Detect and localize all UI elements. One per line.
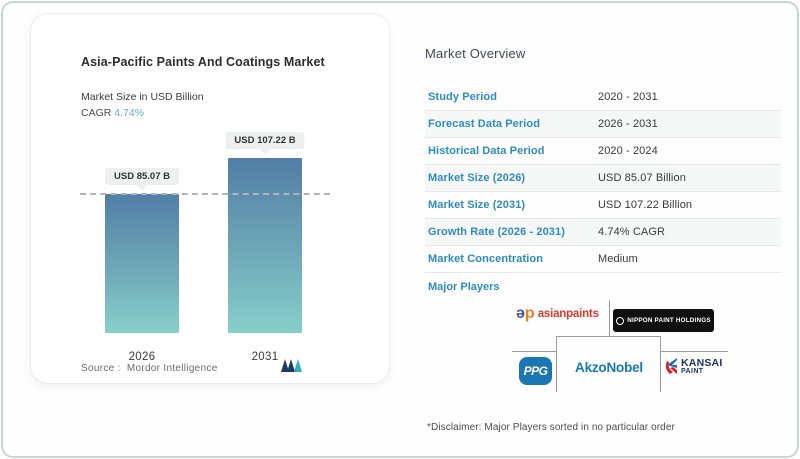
nippon-circle-icon [616,316,625,325]
table-row: Study Period 2020 - 2031 [425,84,781,111]
row-value: 2026 - 2031 [598,118,658,130]
kansai-wordmark: KANSAI [681,356,723,369]
chart-title: Asia-Pacific Paints And Coatings Market [81,55,325,69]
chart-card: Asia-Pacific Paints And Coatings Market … [30,13,390,384]
akzonobel-logo: AkzoNobel [575,360,643,375]
row-value: USD 85.07 Billion [598,172,686,184]
table-row: Growth Rate (2026 - 2031) 4.74% CAGR [425,219,781,246]
players-divider-left [512,351,556,352]
ppg-logo: PPG [519,357,552,385]
major-players-label: Major Players [428,281,500,293]
players-divider-top [609,300,610,336]
x-axis-label-2031: 2031 [251,351,279,363]
source-label: Source : [81,363,121,374]
kansai-k-icon [665,358,677,374]
row-label: Market Concentration [428,253,544,265]
players-center-cell-border [556,336,661,392]
table-row: Forecast Data Period 2026 - 2031 [425,111,781,138]
table-row: Market Size (2026) USD 85.07 Billion [425,165,781,192]
overview-heading: Market Overview [425,46,526,61]
kansai-paint-sub: PAINT [681,368,704,376]
row-value: USD 107.22 Billion [598,199,693,211]
players-divider-right [661,351,728,352]
row-label: Market Size (2026) [428,172,526,184]
source-attribution: Source : Mordor Intelligence [81,363,218,374]
row-value: 2020 - 2024 [598,145,658,157]
table-row: Historical Data Period 2020 - 2024 [425,138,781,165]
row-label: Market Size (2031) [428,199,526,211]
row-label: Study Period [428,91,498,103]
overview-table: Study Period 2020 - 2031 Forecast Data P… [425,84,781,273]
kansai-paint-logo: KANSAI PAINT [664,357,722,376]
row-value: 2020 - 2031 [598,91,658,103]
asian-paints-mark-icon: əp [516,305,535,322]
disclaimer-text: *Disclaimer: Major Players sorted in no … [427,422,675,433]
cagr-row: CAGR 4.74% [81,107,144,119]
asian-paints-logo: əp asianpaints [516,306,599,322]
bar-value-label-2031: USD 107.22 B [225,132,305,149]
mordor-intelligence-logo-icon [281,359,302,372]
cagr-value: 4.74% [114,107,145,119]
nippon-wordmark: NIPPON PAINT HOLDINGS [627,317,711,324]
bar-value-label-2026: USD 85.07 B [105,168,179,186]
row-value: Medium [598,253,638,265]
ppg-wordmark: PPG [523,364,548,378]
nippon-paint-holdings-logo: NIPPON PAINT HOLDINGS [613,309,714,332]
row-label: Forecast Data Period [428,118,541,130]
bar-2026 [105,194,179,333]
cagr-label: CAGR [81,107,112,119]
reference-dashed-line [80,193,330,196]
table-row: Market Concentration Medium [425,246,781,273]
asian-paints-wordmark: asianpaints [537,308,599,320]
table-row: Market Size (2031) USD 107.22 Billion [425,192,781,219]
chart-subtitle: Market Size in USD Billion [81,91,204,103]
bar-2031 [228,158,302,333]
row-label: Historical Data Period [428,145,545,157]
row-value: 4.74% CAGR [598,226,666,238]
row-label: Growth Rate (2026 - 2031) [428,226,565,238]
source-value: Mordor Intelligence [126,363,218,374]
x-axis-label-2026: 2026 [128,351,156,363]
